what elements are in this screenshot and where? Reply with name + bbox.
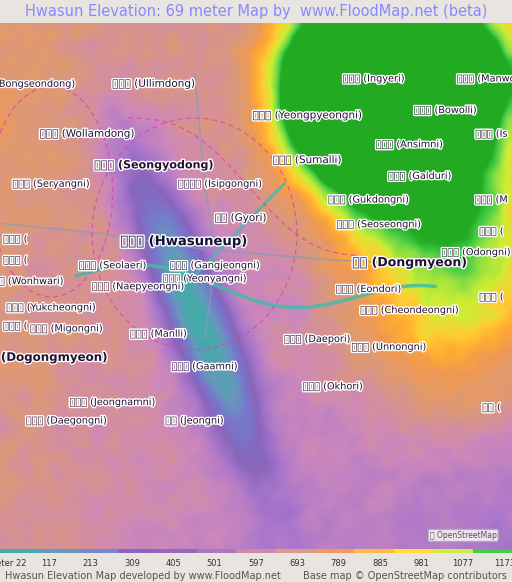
- Text: 교리 (Gyori): 교리 (Gyori): [215, 213, 267, 223]
- Text: 오동리 (Odongni): 오동리 (Odongni): [441, 247, 511, 257]
- Text: Base map © OpenStreetMap contributors: Base map © OpenStreetMap contributors: [303, 570, 507, 581]
- Text: 강정리 (Gangjeongni): 강정리 (Gangjeongni): [170, 260, 260, 270]
- Text: 낙간리 (: 낙간리 (: [3, 321, 28, 331]
- Text: 서서리 (Seoseongni): 서서리 (Seoseongni): [336, 219, 421, 229]
- Text: 낙간리 (: 낙간리 (: [3, 234, 28, 244]
- Text: 이십구리 (Isipgongni): 이십구리 (Isipgongni): [178, 179, 263, 189]
- Text: 안계리 (Ingyeri): 안계리 (Ingyeri): [343, 73, 405, 84]
- Text: 월남돕 (Wollamdong): 월남돕 (Wollamdong): [39, 129, 135, 139]
- Text: 🔍 OpenStreetMap: 🔍 OpenStreetMap: [430, 531, 497, 540]
- Text: meter 22: meter 22: [0, 559, 27, 567]
- Text: 대포리 (Daepori): 대포리 (Daepori): [284, 334, 351, 344]
- Text: 욕철리 (Yukcheongni): 욕철리 (Yukcheongni): [6, 303, 96, 313]
- Text: 501: 501: [207, 559, 223, 567]
- Text: 동 (Bongseondong): 동 (Bongseondong): [0, 79, 75, 89]
- Text: 세강리 (Seryangni): 세강리 (Seryangni): [12, 179, 90, 189]
- Text: 885: 885: [372, 559, 388, 567]
- Bar: [354, 541, 394, 553]
- Text: 수만리 (Sumalli): 수만리 (Sumalli): [273, 155, 342, 165]
- Bar: [79, 541, 118, 553]
- Text: 안원리 (Manwo: 안원리 (Manwo: [457, 73, 512, 84]
- Text: 모포리 (: 모포리 (: [479, 226, 504, 236]
- Text: 연평리 (Yeongpyeongni): 연평리 (Yeongpyeongni): [252, 111, 362, 120]
- Text: 화순읍 (Hwasuneup): 화순읍 (Hwasuneup): [120, 235, 248, 248]
- Text: 마산리 (M: 마산리 (M: [475, 194, 508, 204]
- Text: 213: 213: [82, 559, 98, 567]
- Bar: [473, 541, 512, 553]
- Bar: [394, 541, 433, 553]
- Bar: [275, 541, 315, 553]
- Text: 서태리 (Seolaeri): 서태리 (Seolaeri): [79, 260, 146, 270]
- Text: 보원리 (Bowolli): 보원리 (Bowolli): [414, 105, 477, 115]
- Text: 운림돕 (Ullimdong): 운림돕 (Ullimdong): [112, 79, 195, 89]
- Text: 은녹리 (Unnongni): 은녹리 (Unnongni): [352, 342, 426, 352]
- Text: 온동리 (Wonhwari): 온동리 (Wonhwari): [0, 276, 64, 286]
- Text: 789: 789: [331, 559, 347, 567]
- Text: 117: 117: [41, 559, 57, 567]
- Text: 국동리 (Gukdongni): 국동리 (Gukdongni): [328, 194, 409, 204]
- Text: 597: 597: [248, 559, 264, 567]
- Text: 동공먾 (Dogongmyeon): 동공먾 (Dogongmyeon): [0, 351, 106, 364]
- Text: 693: 693: [289, 559, 305, 567]
- Text: 미공리 (Migongni): 미공리 (Migongni): [30, 324, 103, 333]
- Text: 안심리 (Ansimni): 안심리 (Ansimni): [376, 139, 443, 150]
- Text: 연도리 (Eondori): 연도리 (Eondori): [336, 284, 401, 294]
- Text: 내평리 (Naepyeongni): 내평리 (Naepyeongni): [92, 281, 185, 292]
- Text: 만인리 (Manlli): 만인리 (Manlli): [130, 329, 187, 339]
- Text: 연양리 (Yeonyangni): 연양리 (Yeonyangni): [163, 274, 247, 283]
- Text: 낙간리 (: 낙간리 (: [3, 255, 28, 265]
- Text: 길두리 (Galduri): 길두리 (Galduri): [388, 171, 452, 181]
- Bar: [0, 541, 39, 553]
- Bar: [118, 541, 158, 553]
- Text: 신교돕 (Seongyodong): 신교돕 (Seongyodong): [94, 160, 213, 171]
- Bar: [315, 541, 354, 553]
- Bar: [433, 541, 473, 553]
- Text: 가암리 (Gaamni): 가암리 (Gaamni): [172, 361, 238, 371]
- Text: 원리 (: 원리 (: [482, 402, 501, 413]
- Bar: [197, 541, 237, 553]
- Text: 1173: 1173: [494, 559, 512, 567]
- Text: 1077: 1077: [452, 559, 474, 567]
- Text: 복일리 (: 복일리 (: [479, 292, 504, 302]
- Text: 405: 405: [165, 559, 181, 567]
- Text: Hwasun Elevation Map developed by www.FloodMap.net: Hwasun Elevation Map developed by www.Fl…: [5, 570, 281, 581]
- Text: 김남리 (Jeongnamni): 김남리 (Jeongnamni): [70, 397, 156, 407]
- Bar: [158, 541, 197, 553]
- Bar: [237, 541, 275, 553]
- Text: Hwasun Elevation: 69 meter Map by  www.FloodMap.net (beta): Hwasun Elevation: 69 meter Map by www.Fl…: [25, 4, 487, 19]
- Bar: [39, 541, 79, 553]
- Text: 이서면 (Is: 이서면 (Is: [475, 129, 508, 139]
- Text: 동면 (Dongmyeon): 동면 (Dongmyeon): [352, 256, 467, 269]
- Text: 옵호리 (Okhori): 옵호리 (Okhori): [303, 381, 363, 391]
- Text: 309: 309: [124, 559, 140, 567]
- Text: 지리 (Jeongni): 지리 (Jeongni): [165, 416, 224, 425]
- Text: 천동리 (Cheondeongni): 천동리 (Cheondeongni): [360, 305, 459, 315]
- Text: 981: 981: [414, 559, 430, 567]
- Text: 대공리 (Daegongni): 대공리 (Daegongni): [26, 416, 107, 425]
